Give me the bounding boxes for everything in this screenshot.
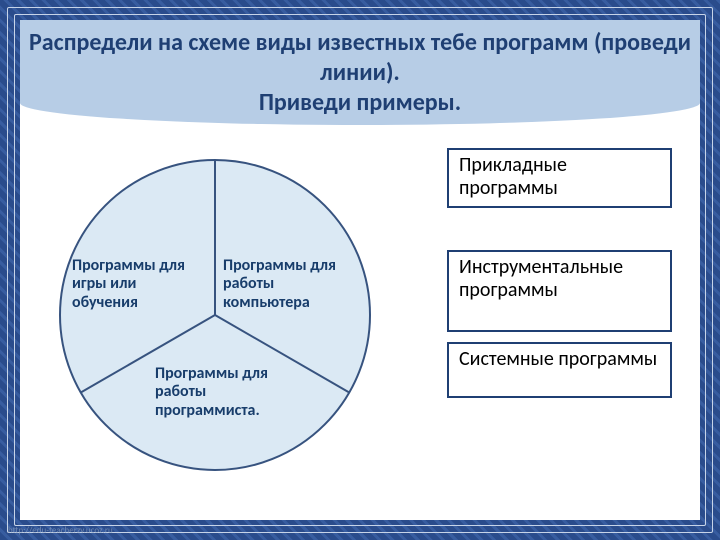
footer-url: http://edu-teacherzv.ucoz.ru — [8, 525, 113, 536]
sector-label-computer: Программы для работы компьютера — [223, 257, 373, 312]
category-box-applied[interactable]: Прикладные программы — [447, 148, 672, 208]
pie-svg — [55, 155, 375, 475]
category-box-instrumental[interactable]: Инструментальные программы — [447, 250, 672, 332]
content-area: Распредели на схеме виды известных тебе … — [20, 20, 700, 520]
title-line-2: Приведи примеры. — [20, 88, 700, 118]
title-banner: Распредели на схеме виды известных тебе … — [20, 20, 700, 125]
title-line-1: Распредели на схеме виды известных тебе … — [20, 28, 700, 88]
sector-label-programmer: Программы для работы программиста. — [155, 365, 315, 420]
pie-diagram: Программы для игры или обучения Программ… — [55, 155, 375, 475]
slide-frame: { "meta": { "width_px": 720, "height_px"… — [0, 0, 720, 540]
sector-label-learning: Программы для игры или обучения — [72, 257, 222, 312]
category-box-system[interactable]: Системные программы — [447, 342, 672, 398]
category-boxes: Прикладные программы Инструментальные пр… — [447, 148, 672, 398]
